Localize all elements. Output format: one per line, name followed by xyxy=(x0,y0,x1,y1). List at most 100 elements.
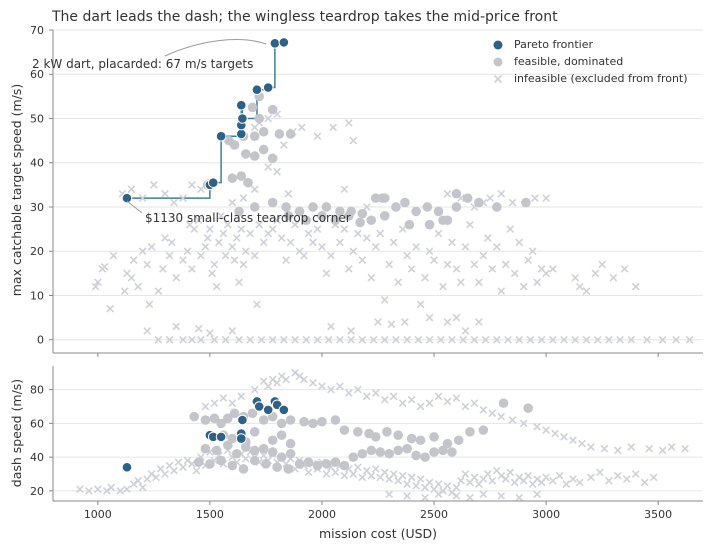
infeasible-point xyxy=(109,251,118,260)
pareto-point xyxy=(253,401,265,412)
infeasible-point xyxy=(474,278,483,287)
top-y-axis-label: max catchable target speed (m/s) xyxy=(9,84,24,297)
dominated-point xyxy=(308,418,318,429)
infeasible-point xyxy=(398,471,407,480)
infeasible-point xyxy=(107,483,116,492)
infeasible-point xyxy=(506,225,515,233)
infeasible-point xyxy=(434,392,443,401)
infeasible-point xyxy=(179,194,187,203)
infeasible-point xyxy=(596,468,604,477)
infeasible-point xyxy=(362,392,371,401)
infeasible-point xyxy=(389,238,398,247)
infeasible-point xyxy=(587,443,595,451)
dominated-point xyxy=(366,215,377,226)
infeasible-point xyxy=(358,256,367,264)
infeasible-point xyxy=(398,225,407,233)
infeasible-point xyxy=(347,335,355,344)
infeasible-point xyxy=(93,278,102,287)
infeasible-point xyxy=(622,475,631,483)
infeasible-point xyxy=(425,247,434,256)
infeasible-point xyxy=(304,468,313,477)
infeasible-point xyxy=(620,265,629,273)
infeasible-point xyxy=(239,260,248,269)
bottom-panel: 20 40 60 80 dash speed (m/s) xyxy=(9,366,703,502)
infeasible-point xyxy=(416,300,425,309)
infeasible-point xyxy=(407,265,416,273)
infeasible-point xyxy=(336,238,344,247)
infeasible-point xyxy=(681,444,689,453)
infeasible-point xyxy=(376,229,385,238)
infeasible-point xyxy=(246,229,255,238)
infeasible-point xyxy=(403,492,412,500)
dominated-point xyxy=(283,211,294,221)
infeasible-point xyxy=(183,247,192,256)
infeasible-point xyxy=(537,335,546,344)
infeasible-point xyxy=(672,335,680,344)
dominated-point xyxy=(393,445,403,456)
infeasible-point xyxy=(526,335,535,344)
infeasible-point xyxy=(389,470,398,478)
infeasible-point xyxy=(190,225,199,233)
infeasible-point xyxy=(412,481,420,490)
infeasible-point xyxy=(347,327,355,335)
infeasible-point xyxy=(138,194,147,203)
infeasible-point xyxy=(232,234,241,242)
infeasible-point xyxy=(461,402,470,411)
x-tick-label: 3500 xyxy=(644,508,672,521)
infeasible-point xyxy=(172,322,181,331)
infeasible-point xyxy=(470,473,479,482)
dominated-point xyxy=(438,445,448,456)
dominated-point xyxy=(312,460,323,471)
infeasible-point xyxy=(268,335,277,344)
dominated-point xyxy=(465,427,475,437)
dominated-point xyxy=(474,197,484,208)
infeasible-point xyxy=(609,273,618,282)
infeasible-point xyxy=(264,163,273,172)
infeasible-point xyxy=(165,335,174,344)
infeasible-point xyxy=(358,473,367,482)
infeasible-point xyxy=(145,300,154,309)
infeasible-point xyxy=(228,242,237,251)
infeasible-point xyxy=(430,256,438,264)
infeasible-point xyxy=(486,194,494,203)
dominated-point xyxy=(420,452,430,462)
dominated-point xyxy=(209,413,220,424)
pareto-point xyxy=(251,84,263,96)
infeasible-point xyxy=(331,468,340,477)
infeasible-point xyxy=(201,402,210,411)
infeasible-point xyxy=(443,481,452,490)
dominated-point xyxy=(193,457,204,467)
y-tick-label: 10 xyxy=(30,289,44,302)
infeasible-point xyxy=(474,318,483,326)
infeasible-point xyxy=(259,238,268,247)
infeasible-point xyxy=(106,304,115,313)
infeasible-point xyxy=(237,392,246,401)
infeasible-point xyxy=(385,260,394,269)
dominated-point xyxy=(231,448,242,459)
infeasible-point xyxy=(250,185,259,194)
dominated-point xyxy=(234,206,244,217)
infeasible-point xyxy=(425,399,434,407)
infeasible-point xyxy=(371,465,380,473)
infeasible-point xyxy=(279,141,288,149)
infeasible-point xyxy=(560,433,568,441)
dominated-point xyxy=(415,435,426,446)
y-tick-label: 70 xyxy=(30,24,44,37)
infeasible-point xyxy=(492,335,501,344)
dominated-point xyxy=(243,177,253,188)
y-tick-label: 30 xyxy=(30,201,44,214)
infeasible-point xyxy=(604,335,613,344)
infeasible-point xyxy=(100,262,109,271)
top-gridlines xyxy=(53,29,703,341)
dominated-point xyxy=(267,447,278,457)
bottom-gridlines xyxy=(53,389,703,492)
infeasible-point xyxy=(362,203,371,211)
infeasible-point xyxy=(127,273,136,282)
pareto-point xyxy=(262,82,274,93)
infeasible-point xyxy=(91,282,100,291)
pareto-point xyxy=(235,99,247,111)
infeasible-point xyxy=(362,234,371,242)
infeasible-point xyxy=(349,247,358,256)
dominated-point xyxy=(200,443,211,454)
infeasible-point xyxy=(398,399,407,407)
